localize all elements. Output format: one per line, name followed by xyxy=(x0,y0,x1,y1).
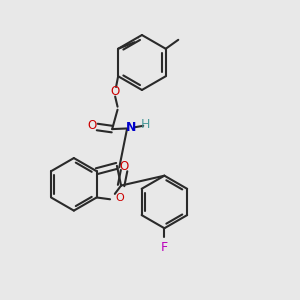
Text: O: O xyxy=(110,85,119,98)
Text: CH$_3$: CH$_3$ xyxy=(136,37,140,42)
Text: H: H xyxy=(141,118,150,131)
Text: F: F xyxy=(161,241,168,254)
Text: N: N xyxy=(125,122,136,134)
Text: O: O xyxy=(119,160,129,172)
Text: O: O xyxy=(87,119,97,132)
Text: O: O xyxy=(116,194,124,203)
